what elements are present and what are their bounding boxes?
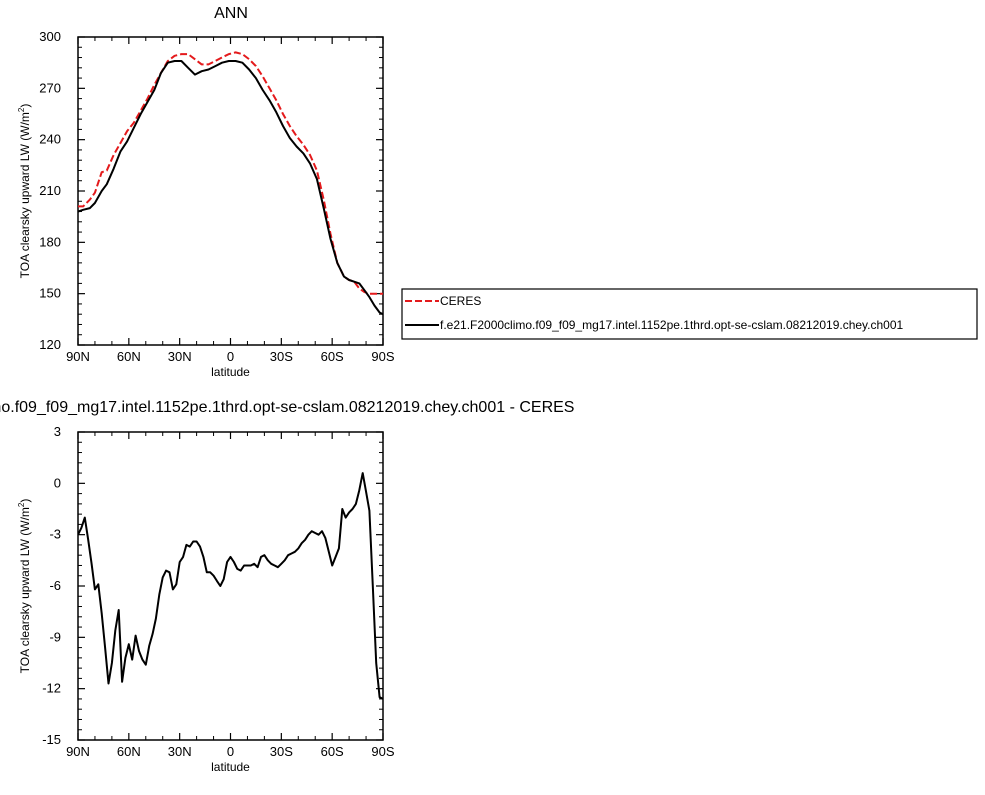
chart-title: f.e21.F2000climo.f09_f09_mg17.intel.1152… bbox=[0, 399, 574, 416]
y-tick-label: 210 bbox=[39, 183, 61, 198]
legend-box bbox=[401, 288, 978, 340]
x-tick-label: 30N bbox=[168, 349, 192, 364]
bottom-panel: f.e21.F2000climo.f09_f09_mg17.intel.1152… bbox=[0, 399, 574, 774]
difference-line bbox=[78, 472, 383, 700]
plot-frame bbox=[77, 431, 384, 741]
x-tick-label: 0 bbox=[227, 744, 234, 759]
y-tick-label: 180 bbox=[39, 234, 61, 249]
y-tick-label: 300 bbox=[39, 29, 61, 44]
y-tick-label: -6 bbox=[49, 578, 61, 593]
y-axis-label: TOA clearsky upward LW (W/m2) bbox=[17, 104, 32, 279]
x-tick-label: 30S bbox=[270, 349, 293, 364]
series-line-0 bbox=[78, 51, 383, 295]
y-tick-label: -3 bbox=[49, 527, 61, 542]
plot-frame bbox=[77, 36, 384, 346]
legend-entry-1: f.e21.F2000climo.f09_f09_mg17.intel.1152… bbox=[440, 318, 904, 332]
y-tick-label: 120 bbox=[39, 337, 61, 352]
y-tick-label: -9 bbox=[49, 629, 61, 644]
y-axis-label-superscript: 2 bbox=[17, 502, 26, 507]
x-tick-label: 60S bbox=[321, 349, 344, 364]
x-tick-label: 30S bbox=[270, 744, 293, 759]
x-tick-label: 60S bbox=[321, 744, 344, 759]
y-axis-label-close: ) bbox=[18, 104, 32, 108]
top-panel: ANN 90N 60N 30N 0 30S 60S 90S 120 150 180 210 240 270… bbox=[17, 5, 395, 379]
y-axis-label-text: TOA clearsky upward LW (W/m bbox=[18, 507, 32, 673]
x-tick-label: 30N bbox=[168, 744, 192, 759]
y-tick-label: 3 bbox=[54, 424, 61, 439]
x-tick-label: 90S bbox=[371, 744, 394, 759]
y-tick-label: 150 bbox=[39, 286, 61, 301]
x-tick-label: 90S bbox=[371, 349, 394, 364]
y-tick-label: 0 bbox=[54, 475, 61, 490]
y-axis-label-close: ) bbox=[18, 499, 32, 503]
chart-title: ANN bbox=[214, 5, 248, 22]
x-tick-label: 60N bbox=[117, 349, 141, 364]
series-line-1 bbox=[78, 60, 383, 316]
x-tick-label: 90N bbox=[66, 349, 90, 364]
y-tick-label: 240 bbox=[39, 132, 61, 147]
y-axis-label: TOA clearsky upward LW (W/m2) bbox=[17, 499, 32, 674]
y-axis-label-superscript: 2 bbox=[17, 107, 26, 112]
y-tick-label: 270 bbox=[39, 80, 61, 95]
y-tick-label: -12 bbox=[42, 681, 61, 696]
legend-entry-0: CERES bbox=[440, 294, 481, 308]
legend: CERES f.e21.F2000climo.f09_f09_mg17.intel… bbox=[401, 288, 978, 340]
y-axis-label-text: TOA clearsky upward LW (W/m bbox=[18, 112, 32, 278]
y-tick-label: -15 bbox=[42, 732, 61, 747]
x-tick-label: 60N bbox=[117, 744, 141, 759]
x-tick-label: 90N bbox=[66, 744, 90, 759]
x-axis-label: latitude bbox=[211, 760, 250, 774]
x-axis-label: latitude bbox=[211, 365, 250, 379]
x-tick-label: 0 bbox=[227, 349, 234, 364]
